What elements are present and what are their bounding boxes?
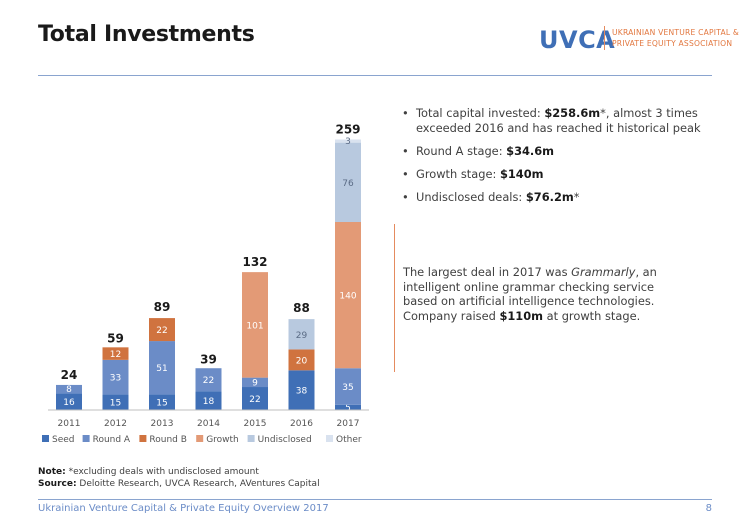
- summary-item-growth: Growth stage: $140m: [402, 167, 722, 182]
- data-label-growth-2017: 140: [339, 292, 356, 302]
- data-label-seed-2011: 16: [63, 398, 75, 408]
- data-label-round_a-2011: 8: [66, 385, 72, 395]
- data-label-round_b-2016: 20: [296, 356, 308, 366]
- data-label-round_b-2012: 12: [110, 350, 121, 360]
- header-divider: [38, 75, 712, 76]
- bar-seed-2014: [195, 391, 222, 410]
- bar-round_a-2011: [56, 384, 82, 394]
- x-tick-2013: 2013: [151, 419, 174, 429]
- legend-swatch-seed: [42, 435, 49, 442]
- footnote: Note: *excluding deals with undisclosed …: [38, 466, 320, 490]
- bar-round_a-2014: [195, 368, 222, 392]
- data-label-round_a-2015: 9: [252, 378, 258, 388]
- logo-line-1: UKRAINIAN VENTURE CAPITAL &: [612, 28, 740, 37]
- x-tick-2011: 2011: [58, 419, 81, 429]
- bar-growth-2015: [242, 272, 268, 378]
- bar-round_a-2015: [242, 377, 268, 388]
- bar-seed-2016: [288, 370, 315, 410]
- total-label-2017: 259: [335, 122, 360, 136]
- bar-seed-2015: [242, 387, 268, 410]
- summary-item-undisclosed: Undisclosed deals: $76.2m*: [402, 190, 722, 205]
- bar-undisclosed-2017: [335, 142, 361, 222]
- data-label-seed-2014: 18: [203, 397, 215, 407]
- x-tick-2017: 2017: [337, 419, 360, 429]
- bar-round_a-2013: [149, 341, 175, 395]
- bar-round_a-2012: [102, 359, 129, 395]
- summary-item-round-a: Round A stage: $34.6m: [402, 144, 722, 159]
- data-label-growth-2015: 101: [246, 321, 263, 331]
- note-line: Note: *excluding deals with undisclosed …: [38, 467, 259, 477]
- deal-amount: $110m: [499, 308, 544, 323]
- page-number: 8: [705, 503, 712, 514]
- accent-divider: [394, 224, 395, 372]
- bar-seed-2012: [102, 394, 129, 410]
- total-label-2013: 89: [154, 300, 171, 314]
- footer-divider: [38, 499, 712, 500]
- x-tick-2012: 2012: [104, 419, 127, 429]
- bar-round_b-2012: [102, 347, 129, 360]
- company-name: Grammarly: [571, 265, 636, 279]
- x-tick-2014: 2014: [197, 419, 220, 429]
- data-label-seed-2016: 38: [296, 387, 308, 397]
- data-label-undisclosed-2016: 29: [296, 331, 308, 341]
- data-label-round_a-2014: 22: [203, 376, 214, 386]
- total-label-2015: 132: [242, 255, 267, 269]
- page-title: Total Investments: [38, 22, 255, 47]
- data-label-undisclosed-2017: 76: [342, 179, 354, 189]
- total-label-2011: 24: [61, 368, 78, 382]
- legend-swatch-round_a: [82, 435, 90, 442]
- legend-label-round_a: Round A: [93, 435, 131, 445]
- data-label-seed-2012: 15: [110, 399, 121, 409]
- legend-label-other: Other: [336, 435, 362, 445]
- x-tick-2015: 2015: [244, 419, 267, 429]
- investments-chart: 1682420111533125920121551228920131822392…: [42, 122, 369, 445]
- data-label-round_b-2013: 22: [156, 326, 167, 336]
- x-tick-2016: 2016: [290, 419, 313, 429]
- bar-other-2017: [335, 139, 361, 143]
- summary-list: Total capital invested: $258.6m*, almost…: [402, 106, 722, 213]
- source-line: Source: Deloitte Research, UVCA Research…: [38, 479, 320, 489]
- largest-deal-text: The largest deal in 2017 was Grammarly, …: [403, 265, 657, 323]
- data-label-round_a-2013: 51: [156, 364, 167, 374]
- legend-label-growth: Growth: [206, 435, 239, 445]
- bar-seed-2013: [149, 394, 175, 410]
- data-label-other-2017: 3: [345, 137, 351, 147]
- bar-seed-2011: [56, 393, 82, 410]
- bar-seed-2017: [335, 404, 361, 410]
- bar-round_b-2013: [149, 318, 175, 342]
- logo-line-2: PRIVATE EQUITY ASSOCIATION: [612, 39, 733, 48]
- bar-round_a-2017: [335, 368, 361, 405]
- bar-round_b-2016: [288, 349, 315, 371]
- bar-undisclosed-2016: [288, 319, 315, 350]
- total-label-2016: 88: [293, 301, 310, 315]
- data-label-round_a-2012: 33: [110, 374, 121, 384]
- total-label-2012: 59: [107, 331, 124, 345]
- total-label-2014: 39: [200, 352, 217, 366]
- data-label-seed-2013: 15: [156, 399, 167, 409]
- legend-swatch-other: [326, 435, 333, 442]
- legend-swatch-growth: [196, 435, 204, 442]
- legend-label-round_b: Round B: [149, 435, 187, 445]
- legend-label-seed: Seed: [52, 435, 75, 445]
- legend-swatch-round_b: [139, 435, 147, 442]
- footer-text: Ukrainian Venture Capital & Private Equi…: [38, 503, 329, 514]
- logo-word: UVCA: [539, 26, 616, 54]
- data-label-seed-2017: 5: [345, 403, 351, 413]
- bar-growth-2017: [335, 222, 361, 369]
- data-label-round_a-2017: 35: [342, 383, 353, 393]
- logo-separator: [604, 26, 605, 50]
- summary-item-total: Total capital invested: $258.6m*, almost…: [402, 106, 722, 136]
- legend-swatch-undisclosed: [247, 435, 255, 442]
- legend-label-undisclosed: Undisclosed: [258, 435, 312, 445]
- data-label-seed-2015: 22: [249, 395, 260, 405]
